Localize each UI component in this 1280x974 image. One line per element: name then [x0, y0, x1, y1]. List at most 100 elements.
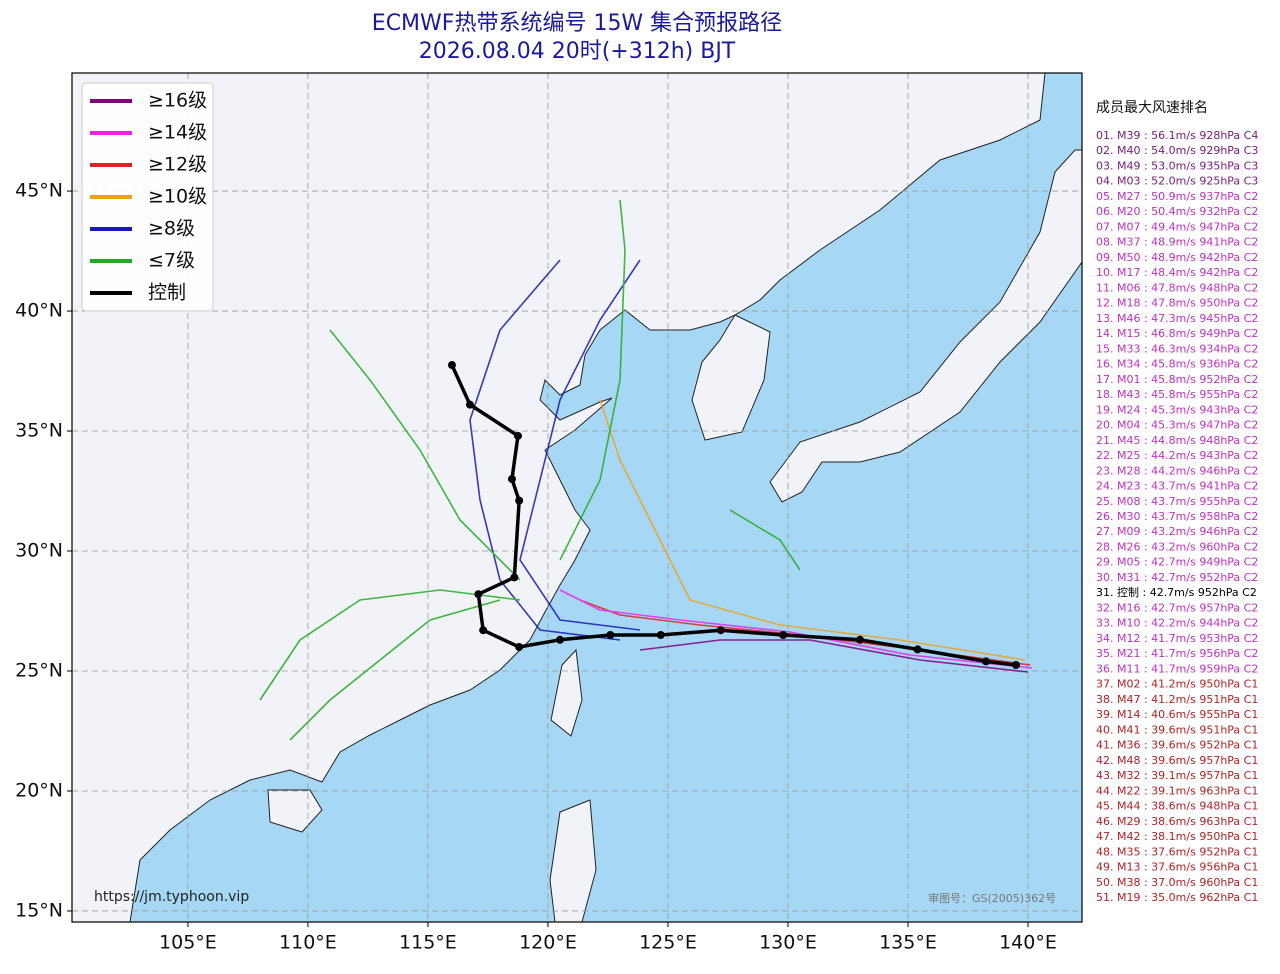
ranking-entry: 21. M45 : 44.8m/s 948hPa C2 — [1096, 434, 1258, 447]
control-point — [515, 642, 524, 651]
ensemble-track — [519, 259, 641, 631]
ranking-entry: 48. M35 : 37.6m/s 952hPa C1 — [1096, 845, 1258, 858]
ranking-entry: 34. M12 : 41.7m/s 953hPa C2 — [1096, 632, 1258, 645]
ensemble-track — [329, 329, 521, 581]
y-tick-label: 40°N — [15, 300, 63, 322]
control-point — [606, 631, 615, 640]
ranking-entry: 05. M27 : 50.9m/s 937hPa C2 — [1096, 190, 1258, 203]
ranking-entry: 33. M10 : 42.2m/s 944hPa C2 — [1096, 617, 1258, 630]
ranking-entry: 09. M50 : 48.9m/s 942hPa C2 — [1096, 251, 1258, 264]
control-point — [1011, 660, 1020, 669]
ranking-entry: 24. M23 : 43.7m/s 941hPa C2 — [1096, 480, 1258, 493]
hainan — [267, 789, 323, 833]
legend-label: ≥10级 — [148, 186, 207, 208]
y-tick-label: 15°N — [15, 899, 63, 921]
ensemble-track — [469, 259, 621, 641]
control-point — [981, 657, 990, 666]
control-point — [515, 496, 524, 505]
ranking-entry: 10. M17 : 48.4m/s 942hPa C2 — [1096, 266, 1258, 279]
y-tick-label: 25°N — [15, 659, 63, 681]
map-area — [72, 73, 1082, 922]
ranking-entry: 36. M11 : 41.7m/s 959hPa C2 — [1096, 662, 1258, 675]
mainland — [72, 73, 1046, 922]
ranking-entry: 39. M14 : 40.6m/s 955hPa C1 — [1096, 708, 1258, 721]
control-point — [479, 626, 488, 635]
x-tick-label: 115°E — [399, 932, 457, 954]
legend-box — [81, 82, 214, 312]
ranking-entry: 41. M36 : 39.6m/s 952hPa C1 — [1096, 739, 1258, 752]
control-point — [510, 573, 519, 582]
ranking-entry: 27. M09 : 43.2m/s 946hPa C2 — [1096, 525, 1258, 538]
title: ECMWF热带系统编号 15W 集合预报路径 — [372, 11, 782, 36]
land — [72, 73, 1082, 922]
control-point — [913, 645, 922, 654]
y-tick-label: 45°N — [15, 180, 63, 202]
control-point — [555, 635, 564, 644]
control-point — [507, 475, 516, 484]
ranking-entry: 46. M29 : 38.6m/s 963hPa C1 — [1096, 815, 1258, 828]
ranking-entry: 25. M08 : 43.7m/s 955hPa C2 — [1096, 495, 1258, 508]
legend-label: ≥14级 — [148, 122, 207, 144]
ranking-entry: 42. M48 : 39.6m/s 957hPa C1 — [1096, 754, 1258, 767]
ranking-entry: 40. M41 : 39.6m/s 951hPa C1 — [1096, 723, 1258, 736]
control-track-layer — [447, 361, 1020, 669]
ranking-entry: 12. M18 : 47.8m/s 950hPa C2 — [1096, 297, 1258, 310]
taiwan — [550, 648, 583, 737]
ensemble-track — [599, 399, 1026, 661]
control-point — [779, 631, 788, 640]
control-point — [855, 635, 864, 644]
control-point — [465, 400, 474, 409]
ensemble-track — [259, 589, 521, 701]
ranking-entry: 03. M49 : 53.0m/s 935hPa C3 — [1096, 159, 1258, 172]
ranking-entry: 02. M40 : 54.0m/s 929hPa C3 — [1096, 144, 1258, 157]
ranking-entry: 31. 控制 : 42.7m/s 952hPa C2 — [1096, 585, 1257, 599]
x-tick-label: 135°E — [879, 932, 937, 954]
control-point — [474, 590, 483, 599]
legend-label: ≥8级 — [148, 218, 195, 240]
ranking-entry: 16. M34 : 45.8m/s 936hPa C2 — [1096, 358, 1258, 371]
approval-number: 审图号：GS(2005)362号 — [928, 891, 1056, 905]
ranking-entry: 49. M13 : 37.6m/s 956hPa C1 — [1096, 861, 1258, 874]
ranking-entry: 01. M39 : 56.1m/s 928hPa C4 — [1096, 129, 1258, 142]
x-tick-label: 120°E — [519, 932, 577, 954]
ranking-entry: 15. M33 : 46.3m/s 934hPa C2 — [1096, 342, 1258, 355]
ensemble-track — [559, 199, 626, 561]
y-tick-label: 30°N — [15, 540, 63, 562]
ensemble-track — [289, 599, 501, 741]
x-tick-label: 140°E — [999, 932, 1057, 954]
korea — [691, 314, 771, 441]
ensemble-track — [729, 509, 801, 571]
control-point — [716, 626, 725, 635]
ranking-entry: 50. M38 : 37.0m/s 960hPa C1 — [1096, 876, 1258, 889]
ranking-entry: 32. M16 : 42.7m/s 957hPa C2 — [1096, 601, 1258, 614]
ranking-entry: 29. M05 : 42.7m/s 949hPa C2 — [1096, 556, 1258, 569]
ranking-entry: 18. M43 : 45.8m/s 955hPa C2 — [1096, 388, 1258, 401]
ranking-entry: 45. M44 : 38.6m/s 948hPa C1 — [1096, 800, 1258, 813]
luzon — [549, 799, 597, 922]
ranking-list: 01. M39 : 56.1m/s 928hPa C4 02. M40 : 54.… — [1096, 129, 1258, 904]
ranking-entry: 26. M30 : 43.7m/s 958hPa C2 — [1096, 510, 1258, 523]
ranking-entry: 47. M42 : 38.1m/s 950hPa C1 — [1096, 830, 1258, 843]
legend-label: ≥16级 — [148, 90, 207, 112]
ranking-entry: 35. M21 : 41.7m/s 956hPa C2 — [1096, 647, 1258, 660]
ranking-entry: 13. M46 : 47.3m/s 945hPa C2 — [1096, 312, 1258, 325]
ranking-entry: 04. M03 : 52.0m/s 925hPa C3 — [1096, 175, 1258, 188]
ranking-entry: 28. M26 : 43.2m/s 960hPa C2 — [1096, 540, 1258, 553]
ranking-entry: 51. M19 : 35.0m/s 962hPa C1 — [1096, 891, 1258, 904]
x-tick-label: 110°E — [279, 932, 337, 954]
x-tick-label: 125°E — [639, 932, 697, 954]
legend-label: ≥12级 — [148, 154, 207, 176]
y-tick-label: 20°N — [15, 779, 63, 801]
legend-label: 控制 — [148, 282, 186, 304]
ranking-entry: 30. M31 : 42.7m/s 952hPa C2 — [1096, 571, 1258, 584]
control-point — [513, 431, 522, 440]
ranking-entry: 38. M47 : 41.2m/s 951hPa C1 — [1096, 693, 1258, 706]
control-point — [656, 631, 665, 640]
ranking-entry: 14. M15 : 46.8m/s 949hPa C2 — [1096, 327, 1258, 340]
ranking-entry: 11. M06 : 47.8m/s 948hPa C2 — [1096, 281, 1258, 294]
ranking-entry: 22. M25 : 44.2m/s 943hPa C2 — [1096, 449, 1258, 462]
ensemble-track — [559, 589, 1033, 669]
ranking-entry: 23. M28 : 44.2m/s 946hPa C2 — [1096, 464, 1258, 477]
